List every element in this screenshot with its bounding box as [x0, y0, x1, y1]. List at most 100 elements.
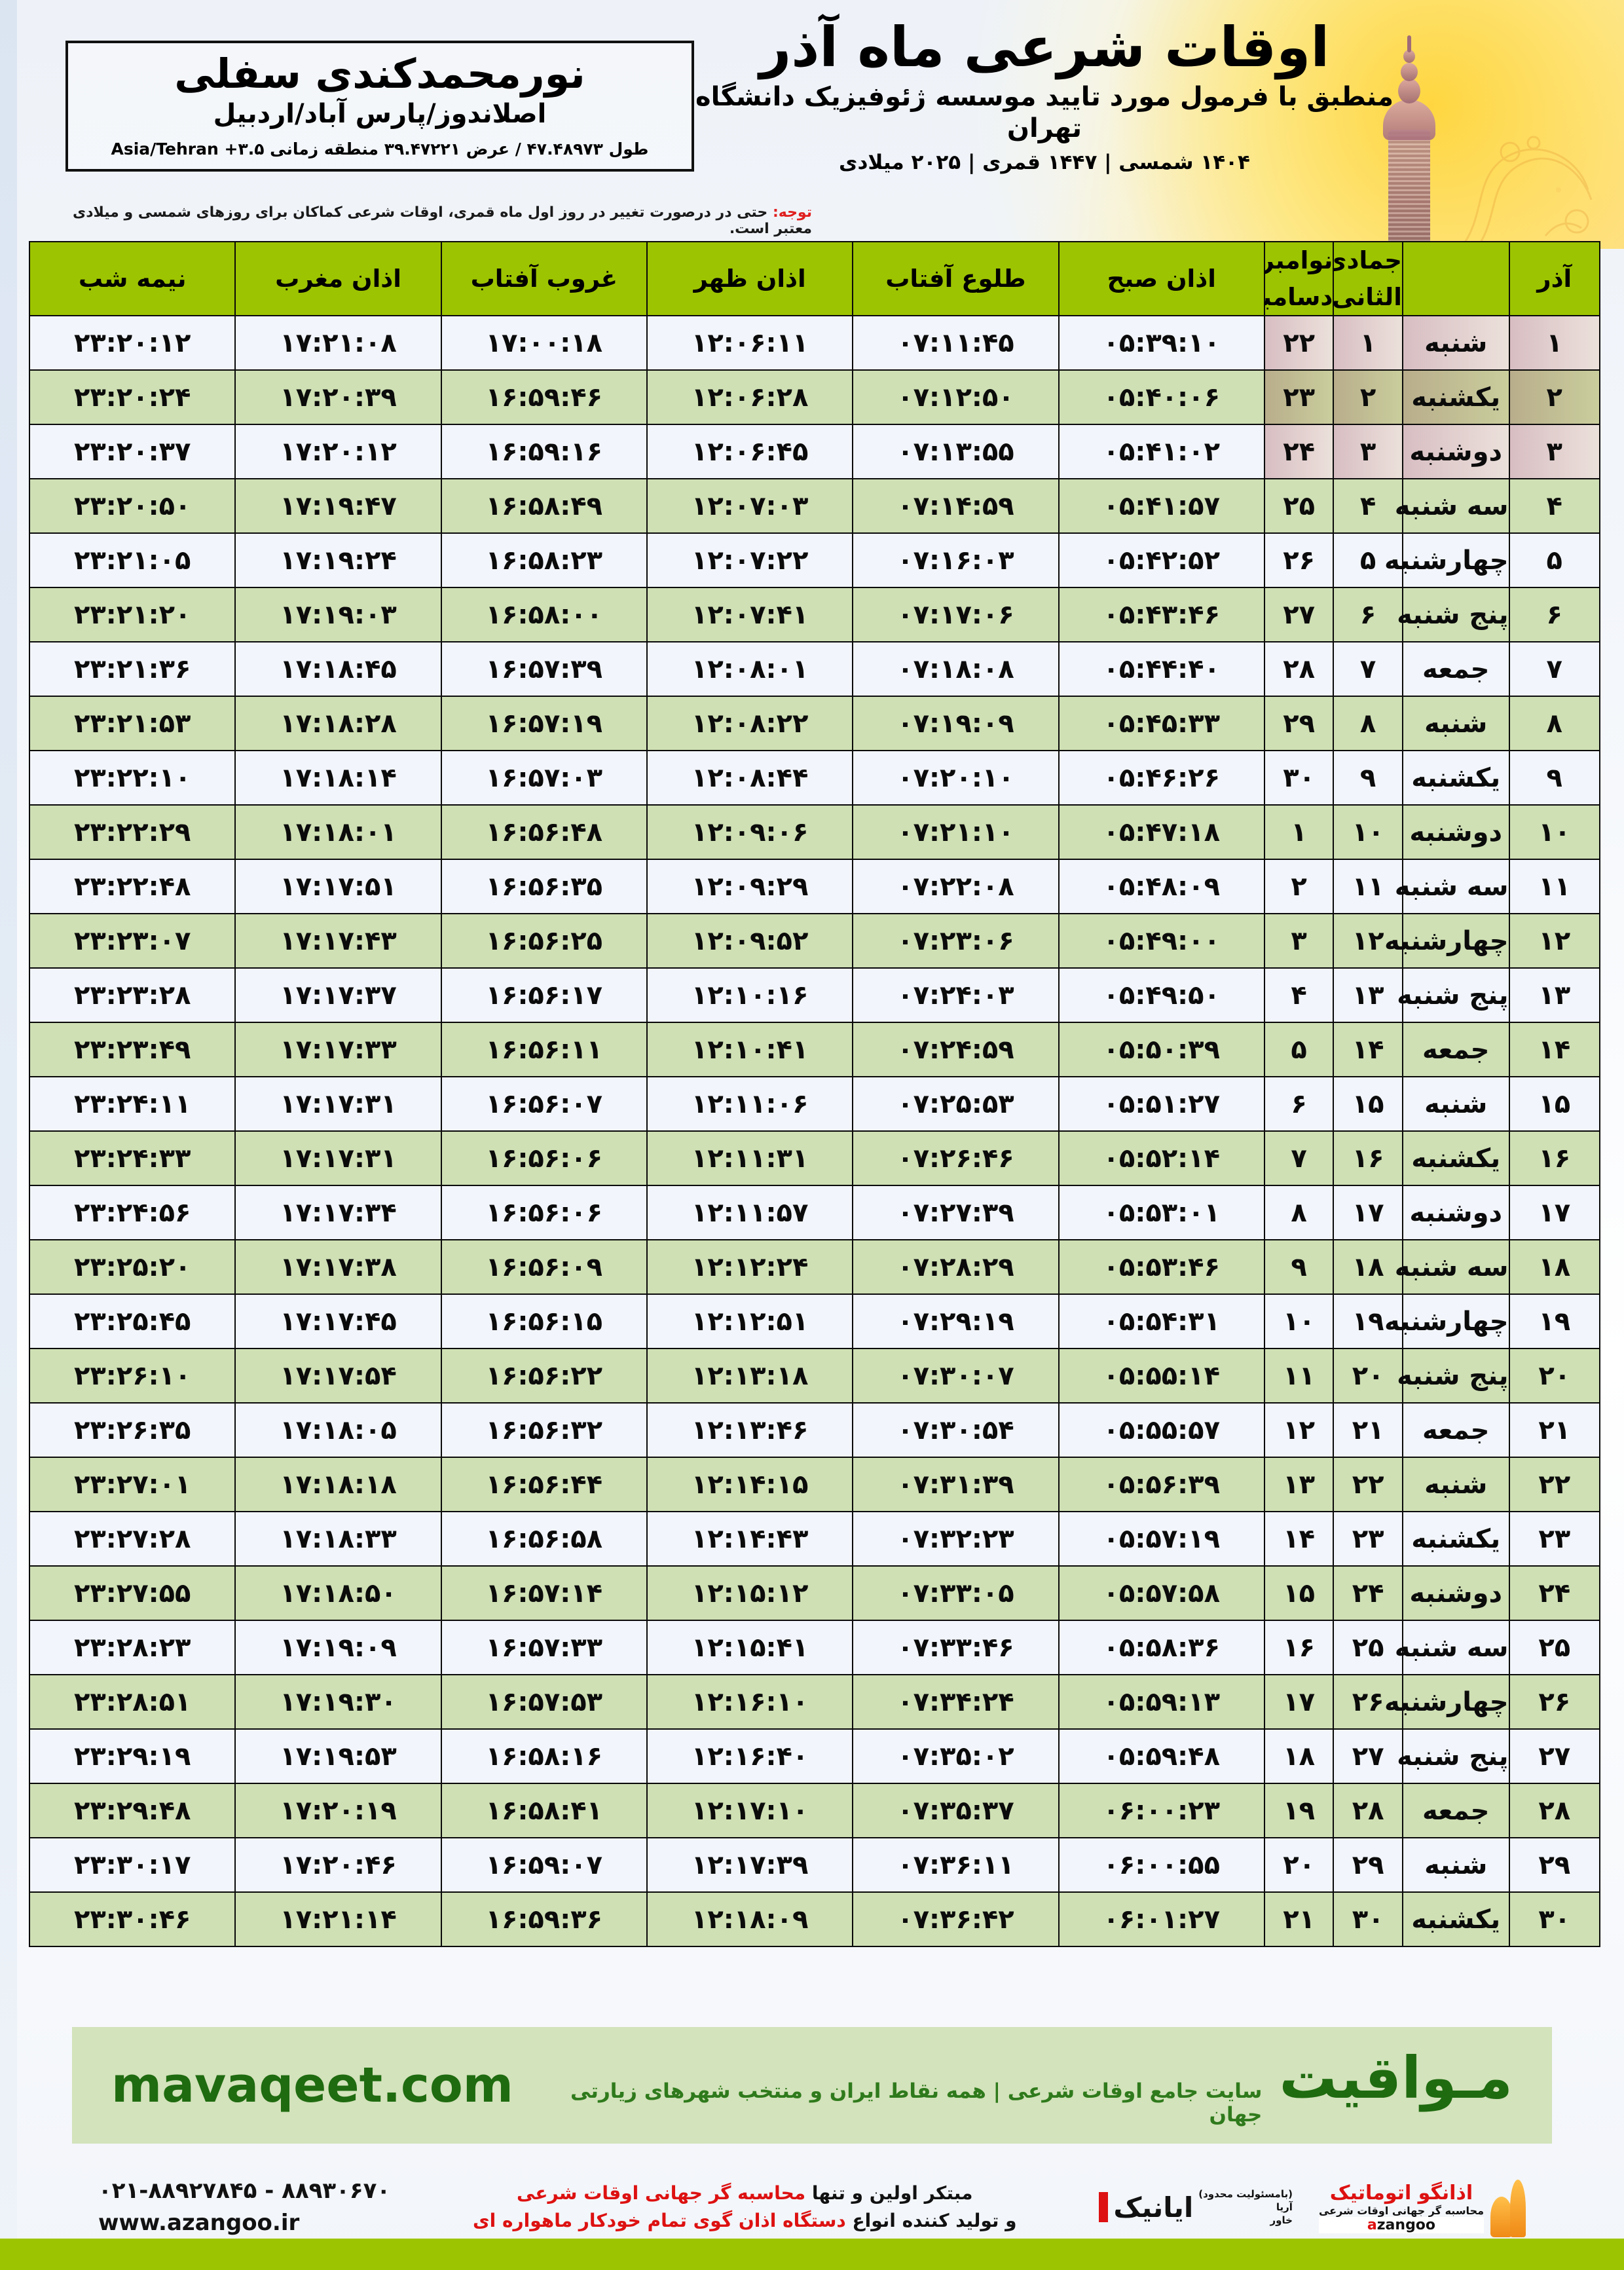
cell-azar-day: ۱۸	[1508, 1239, 1601, 1295]
cell-sunrise: ۰۷:۳۳:۰۵	[852, 1565, 1060, 1621]
cell-weekday: جمعه	[1401, 641, 1510, 697]
cell-midnight: ۲۳:۲۳:۴۹	[28, 1022, 236, 1077]
table-row: ۲۴ دوشنبه ۲۴ ۱۵ ۰۵:۵۷:۵۸ ۰۷:۳۳:۰۵ ۱۲:۱۵:۱۲ ۱۶:۵…	[28, 1565, 1601, 1621]
cell-sunset: ۱۶:۵۸:۱۶	[440, 1728, 648, 1784]
footer-bottom-row: اذانگو اتوماتیک محاسبه گر جهانی اوقات شر…	[72, 2161, 1552, 2253]
cell-azar-day: ۱۲	[1508, 913, 1601, 969]
cell-hijri-day: ۲۲	[1333, 1457, 1403, 1512]
table-row: ۲۷ پنج شنبه ۲۷ ۱۸ ۰۵:۵۹:۴۸ ۰۷:۳۵:۰۲ ۱۲:۱۶:۴۰ ۱۶…	[28, 1728, 1601, 1784]
cell-gregorian-day: ۶	[1263, 1076, 1335, 1132]
contact-website[interactable]: www.azangoo.ir	[98, 2210, 300, 2236]
cell-dhuhr: ۱۲:۰۷:۲۲	[646, 532, 854, 588]
cell-hijri-day: ۱۷	[1333, 1185, 1403, 1240]
cell-sunrise: ۰۷:۲۳:۰۶	[852, 913, 1060, 969]
cell-dhuhr: ۱۲:۱۶:۱۰	[646, 1674, 854, 1730]
minaret-illustration	[1370, 31, 1449, 249]
cell-gregorian-day: ۲۷	[1263, 587, 1335, 642]
table-row: ۱۵ شنبه ۱۵ ۶ ۰۵:۵۱:۲۷ ۰۷:۲۵:۵۳ ۱۲:۱۱:۰۶ ۱۶:۵۶:۰…	[28, 1076, 1601, 1132]
cell-sunset: ۱۶:۵۶:۵۸	[440, 1511, 648, 1567]
cell-sunrise: ۰۷:۳۱:۳۹	[852, 1457, 1060, 1512]
table-row: ۱۹ چهارشنبه ۱۹ ۱۰ ۰۵:۵۴:۳۱ ۰۷:۲۹:۱۹ ۱۲:۱۲:۵۱ ۱۶…	[28, 1293, 1601, 1349]
cell-sunset: ۱۶:۵۹:۰۷	[440, 1837, 648, 1893]
location-box: نورمحمدکندی سفلی اصلاندوز/پارس آباد/اردب…	[65, 41, 694, 172]
table-row: ۲۹ شنبه ۲۹ ۲۰ ۰۶:۰۰:۵۵ ۰۷:۳۶:۱۱ ۱۲:۱۷:۳۹ ۱۶:۵۹:…	[28, 1837, 1601, 1893]
cell-azar-day: ۱۵	[1508, 1076, 1601, 1132]
minaret-dome	[1383, 100, 1435, 140]
cell-sunrise: ۰۷:۳۴:۲۴	[852, 1674, 1060, 1730]
azangoo-latin-rest: zangoo	[1376, 2216, 1436, 2233]
cell-sunrise: ۰۷:۲۷:۳۹	[852, 1185, 1060, 1240]
azangoo-title-red: اذان	[1441, 2181, 1473, 2205]
cell-azar-day: ۸	[1508, 696, 1601, 751]
cell-maghrib: ۱۷:۱۸:۴۵	[234, 641, 442, 697]
cell-maghrib: ۱۷:۱۹:۲۴	[234, 532, 442, 588]
cell-sunrise: ۰۷:۳۳:۴۶	[852, 1620, 1060, 1675]
cell-maghrib: ۱۷:۱۷:۵۱	[234, 859, 442, 914]
brand-website[interactable]: mavaqeet.com	[111, 2057, 513, 2113]
cell-weekday: یکشنبه	[1401, 369, 1510, 425]
cell-hijri-day: ۱	[1333, 315, 1403, 371]
cell-sunrise: ۰۷:۲۱:۱۰	[852, 804, 1060, 860]
cell-dhuhr: ۱۲:۱۱:۳۱	[646, 1130, 854, 1186]
table-row: ۵ چهارشنبه ۵ ۲۶ ۰۵:۴۲:۵۲ ۰۷:۱۶:۰۳ ۱۲:۰۷:۲۲ ۱۶:۵…	[28, 532, 1601, 588]
cell-sunrise: ۰۷:۱۱:۴۵	[852, 315, 1060, 371]
cell-weekday: یکشنبه	[1401, 750, 1510, 806]
cell-sunset: ۱۶:۵۹:۳۶	[440, 1891, 648, 1947]
cell-sunset: ۱۶:۵۹:۱۶	[440, 424, 648, 479]
cell-dhuhr: ۱۲:۱۲:۵۱	[646, 1293, 854, 1349]
contact-info: ۰۲۱-۸۸۹۲۷۸۴۵ - ۸۸۹۳۰۶۷۰ www.azangoo.ir	[98, 2175, 390, 2240]
cell-sunset: ۱۶:۵۶:۰۷	[440, 1076, 648, 1132]
cell-sunrise: ۰۷:۱۷:۰۶	[852, 587, 1060, 642]
cell-azar-day: ۲۴	[1508, 1565, 1601, 1621]
minaret-shaft	[1388, 130, 1430, 249]
cell-hijri-day: ۱۲	[1333, 913, 1403, 969]
cell-sunset: ۱۶:۵۷:۳۳	[440, 1620, 648, 1675]
cell-fajr: ۰۵:۴۱:۵۷	[1058, 478, 1265, 534]
cell-maghrib: ۱۷:۱۹:۴۷	[234, 478, 442, 534]
cell-sunset: ۱۶:۵۶:۱۱	[440, 1022, 648, 1077]
cell-sunrise: ۰۷:۳۰:۰۷	[852, 1348, 1060, 1404]
left-edge-strip	[0, 0, 17, 2270]
cell-gregorian-day: ۱۱	[1263, 1348, 1335, 1404]
table-row: ۹ یکشنبه ۹ ۳۰ ۰۵:۴۶:۲۶ ۰۷:۲۰:۱۰ ۱۲:۰۸:۴۴ ۱۶:۵۷:…	[28, 750, 1601, 806]
cell-weekday: یکشنبه	[1401, 1511, 1510, 1567]
cell-sunrise: ۰۷:۲۹:۱۹	[852, 1293, 1060, 1349]
cell-sunset: ۱۶:۵۶:۲۵	[440, 913, 648, 969]
cell-azar-day: ۲۸	[1508, 1783, 1601, 1838]
table-row: ۲۰ پنج شنبه ۲۰ ۱۱ ۰۵:۵۵:۱۴ ۰۷:۳۰:۰۷ ۱۲:۱۳:۱۸ ۱۶…	[28, 1348, 1601, 1404]
cell-sunrise: ۰۷:۱۳:۵۵	[852, 424, 1060, 479]
cell-hijri-day: ۲۷	[1333, 1728, 1403, 1784]
cell-azar-day: ۳	[1508, 424, 1601, 479]
cell-sunrise: ۰۷:۱۸:۰۸	[852, 641, 1060, 697]
cell-azar-day: ۱۴	[1508, 1022, 1601, 1077]
cell-hijri-day: ۲	[1333, 369, 1403, 425]
prayer-times-table: آذر جمادی الثانی نوامبر دسامبر اذان صبح …	[28, 241, 1601, 1947]
company-slogan: مبتکر اولین و تنها محاسبه گر جهانی اوقات…	[473, 2180, 1017, 2235]
rayanic-side1: آریا	[1276, 2201, 1293, 2213]
cell-dhuhr: ۱۲:۱۱:۰۶	[646, 1076, 854, 1132]
cell-hijri-day: ۱۱	[1333, 859, 1403, 914]
cell-azar-day: ۱۹	[1508, 1293, 1601, 1349]
cell-azar-day: ۹	[1508, 750, 1601, 806]
cell-azar-day: ۲۲	[1508, 1457, 1601, 1512]
table-row: ۲ یکشنبه ۲ ۲۳ ۰۵:۴۰:۰۶ ۰۷:۱۲:۵۰ ۱۲:۰۶:۲۸ ۱۶:۵۹:…	[28, 369, 1601, 425]
cell-dhuhr: ۱۲:۰۶:۱۱	[646, 315, 854, 371]
cell-sunrise: ۰۷:۲۴:۰۳	[852, 967, 1060, 1023]
cell-sunrise: ۰۷:۲۲:۰۸	[852, 859, 1060, 914]
col-header-azar: آذر	[1508, 241, 1601, 316]
table-row: ۱۲ چهارشنبه ۱۲ ۳ ۰۵:۴۹:۰۰ ۰۷:۲۳:۰۶ ۱۲:۰۹:۵۲ ۱۶:…	[28, 913, 1601, 969]
contact-phone[interactable]: ۰۲۱-۸۸۹۲۷۸۴۵ - ۸۸۹۳۰۶۷۰	[98, 2177, 391, 2204]
cell-gregorian-day: ۱۷	[1263, 1674, 1335, 1730]
cell-maghrib: ۱۷:۱۸:۰۱	[234, 804, 442, 860]
cell-fajr: ۰۵:۵۸:۳۶	[1058, 1620, 1265, 1675]
arabesque-ornament	[1459, 136, 1593, 249]
cell-sunrise: ۰۷:۱۲:۵۰	[852, 369, 1060, 425]
cell-fajr: ۰۵:۵۹:۱۳	[1058, 1674, 1265, 1730]
cell-dhuhr: ۱۲:۱۴:۱۵	[646, 1457, 854, 1512]
cell-dhuhr: ۱۲:۱۵:۴۱	[646, 1620, 854, 1675]
cell-midnight: ۲۳:۲۵:۲۰	[28, 1239, 236, 1295]
cell-maghrib: ۱۷:۱۷:۳۱	[234, 1076, 442, 1132]
cell-midnight: ۲۳:۲۶:۳۵	[28, 1402, 236, 1458]
dome-icon-body	[1490, 2197, 1513, 2237]
cell-azar-day: ۱۶	[1508, 1130, 1601, 1186]
